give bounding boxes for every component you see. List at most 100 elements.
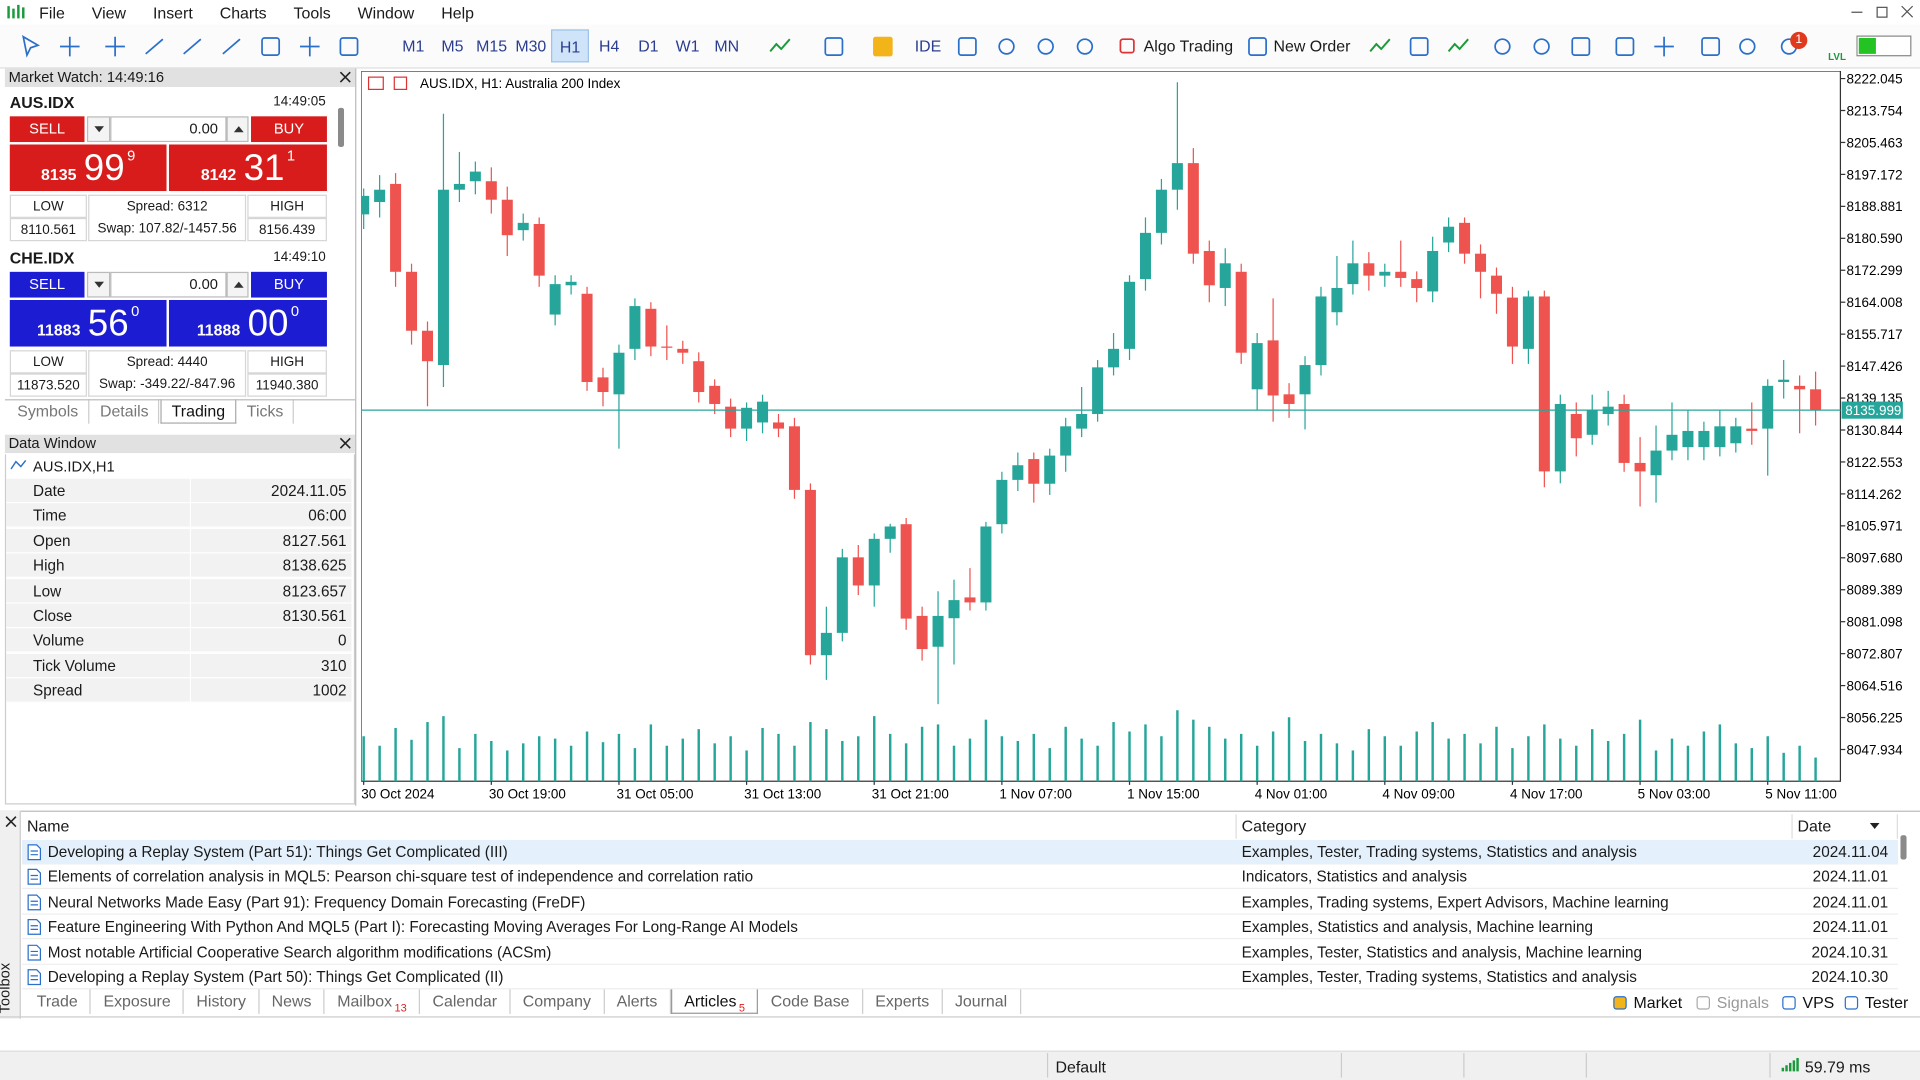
timeframe-button[interactable]: M5 [441,36,464,56]
toolbox-right-item[interactable]: VPS [1802,993,1835,1012]
y-tick-label: 8147.426 [1847,359,1903,374]
menu-item[interactable]: Help [441,3,474,23]
panel-tab[interactable]: Trading [160,399,237,424]
column-header[interactable]: Name [22,814,1237,839]
quote-time: 14:49:05 [273,94,326,109]
timeframe-button[interactable]: D1 [638,36,659,56]
toolbox-tab[interactable]: Journal [943,989,1021,1014]
ask-price[interactable]: 11888 00 0 [168,300,327,347]
toolbox-tab[interactable]: Exposure [91,989,185,1014]
article-row[interactable] [22,865,1898,890]
data-row [6,578,352,604]
price-prefix: 8135 [41,165,77,184]
timeframe-button[interactable]: H4 [599,36,620,56]
price-last-digit: 1 [286,146,296,165]
menu-item[interactable]: View [91,3,127,23]
y-tick-label: 8097.680 [1847,551,1903,566]
candle-body [1634,462,1646,472]
symbol-name: CHE.IDX [9,248,75,267]
timeframe-button[interactable]: M30 [515,36,547,56]
candle-body [948,600,960,619]
toolbox-right-item[interactable]: Market [1633,993,1683,1012]
timeframe-button[interactable]: MN [714,36,740,56]
candle-body [804,489,816,656]
toolbox-tab[interactable]: History [184,989,260,1014]
buy-button[interactable]: BUY [251,116,327,143]
candle-body [996,479,1008,525]
article-name: Neural Networks Made Easy (Part 91): Fre… [47,893,586,911]
bid-price[interactable]: 8135 99 9 [9,144,167,192]
menu-item[interactable]: Window [357,3,415,23]
new-order-button[interactable]: New Order [1273,36,1351,56]
buy-button[interactable]: BUY [251,271,327,298]
toolbar-icon [1571,37,1591,56]
timeframe-button[interactable]: M1 [402,36,425,56]
panel-tab[interactable]: Details [91,399,160,424]
panel-tab[interactable]: Symbols [7,399,90,424]
article-row[interactable] [22,890,1898,915]
article-row[interactable] [22,965,1898,990]
article-glyph [27,869,42,886]
toolbox-tab[interactable]: Code Base [759,989,864,1014]
swap: Swap: 107.82/-1457.56 [88,217,247,242]
volume-up[interactable] [226,116,249,143]
candle-body [1666,434,1678,451]
x-tick-label: 30 Oct 19:00 [489,786,566,801]
candle-body [565,281,577,286]
toolbox-tab[interactable]: Company [511,989,605,1014]
icon-glyph [1615,37,1635,56]
candle-body [1299,365,1311,395]
bid-price[interactable]: 11883 56 0 [9,300,167,347]
toolbox-tab[interactable]: Mailbox 13 [325,989,421,1014]
toolbox-tab[interactable]: Alerts [604,989,671,1014]
toolbox-tab[interactable]: Articles 5 [670,989,759,1014]
candle-body [757,401,769,423]
volume-up[interactable] [226,271,249,298]
y-tick-label: 8089.389 [1847,583,1903,598]
candle-body [501,199,513,236]
timeframe-button[interactable]: W1 [675,36,700,56]
menu-item[interactable]: File [39,3,65,23]
candle-body [1363,263,1375,276]
candle-body [1235,271,1247,353]
menu-item[interactable]: Charts [219,3,267,23]
candle-body [1283,394,1295,404]
volume-down[interactable] [86,116,111,143]
ide-button[interactable]: IDE [914,36,942,56]
toolbox-right-item[interactable]: Tester [1864,993,1909,1012]
toolbox-tab[interactable]: Experts [863,989,943,1014]
y-tick-label: 8155.717 [1847,327,1903,342]
tab-badge: 13 [394,1001,407,1014]
toolbox-tab[interactable]: Trade [24,989,92,1014]
arrow-icon [233,126,244,133]
data-value: 0 [338,632,347,650]
column-header[interactable]: Category [1237,814,1793,839]
sell-button[interactable]: SELL [9,116,85,143]
volume-down[interactable] [86,271,111,298]
toolbar-icon [1037,38,1054,55]
article-row[interactable] [22,840,1898,865]
menu-item[interactable]: Insert [152,3,193,23]
icon-glyph [1447,38,1469,53]
volume-input[interactable]: 0.00 [110,271,227,298]
timeframe-button[interactable]: H1 [551,29,589,63]
timeframe-button[interactable]: M15 [476,36,508,56]
algo-trading-button[interactable]: Algo Trading [1143,36,1234,56]
toolbox-tab[interactable]: News [259,989,325,1014]
sell-button[interactable]: SELL [9,271,85,298]
toolbox-right-item[interactable]: Signals [1716,993,1769,1012]
article-row[interactable] [22,915,1898,940]
column-header[interactable]: Date [1793,814,1898,839]
candle-body [1395,271,1407,278]
restore [1876,6,1888,18]
icon-glyph [261,37,281,56]
panel-tab[interactable]: Ticks [238,399,294,424]
menu-item[interactable]: Tools [293,3,331,23]
article-row[interactable] [22,940,1898,965]
icon-glyph [1119,38,1135,54]
volume-input[interactable]: 0.00 [110,116,227,143]
toolbox-tab[interactable]: Calendar [420,989,511,1014]
ask-price[interactable]: 8142 31 1 [168,144,327,192]
scroll-thumb [1900,835,1907,860]
x-tick-label: 30 Oct 2024 [361,786,435,801]
